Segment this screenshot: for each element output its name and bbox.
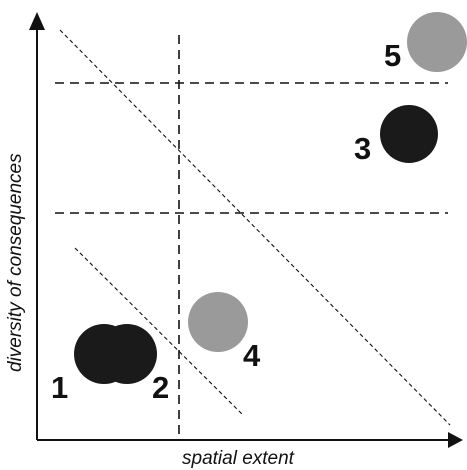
diagonal-dashed-line-long bbox=[59, 29, 451, 426]
diagonal-dashed-line-short bbox=[74, 247, 244, 416]
marker-circle-2 bbox=[97, 324, 157, 384]
marker-circle-5 bbox=[407, 12, 467, 72]
marker-circle-4 bbox=[188, 292, 248, 352]
marker-label-5: 5 bbox=[384, 38, 401, 73]
y-axis-arrowhead bbox=[29, 12, 45, 30]
marker-label-2: 2 bbox=[152, 370, 169, 405]
marker-label-1: 1 bbox=[51, 370, 68, 405]
x-axis-arrowhead bbox=[448, 432, 463, 448]
x-axis-label: spatial extent bbox=[182, 448, 295, 469]
marker-label-3: 3 bbox=[354, 131, 371, 166]
marker-circle-3 bbox=[380, 105, 438, 163]
marker-label-4: 4 bbox=[243, 338, 261, 373]
y-axis-label: diversity of consequences bbox=[5, 153, 26, 372]
